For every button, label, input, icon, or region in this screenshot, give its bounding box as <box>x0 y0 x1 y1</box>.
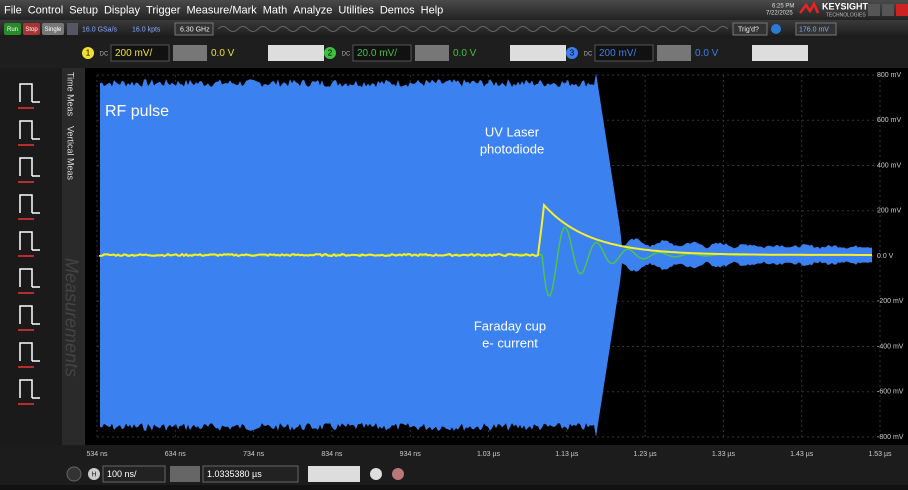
vertical-meas-tab[interactable]: Vertical Meas <box>66 126 76 181</box>
x-axis-label: 1.03 µs <box>477 451 501 458</box>
timebase-label: H <box>91 471 96 478</box>
x-axis-label: 1.23 µs <box>634 451 658 458</box>
y-axis-label: -800 mV <box>877 434 904 441</box>
memory-depth: 16.0 kpts <box>132 26 161 33</box>
y-axis-label: 0.0 V <box>877 253 894 260</box>
menu-item[interactable]: Demos <box>380 4 415 16</box>
channel-scale: 200 mV/ <box>115 48 152 59</box>
channel-coupling: DC <box>100 52 109 58</box>
x-axis-label: 934 ns <box>400 451 422 458</box>
annotation: RF pulse <box>105 103 169 120</box>
maximize-button[interactable] <box>882 4 894 16</box>
timebase-knob[interactable] <box>170 466 200 482</box>
minimize-button[interactable] <box>868 4 880 16</box>
x-axis-label: 834 ns <box>321 451 343 458</box>
position-nav[interactable] <box>308 466 360 482</box>
time-meas-tab[interactable]: Time Meas <box>66 72 76 117</box>
channel-knob[interactable] <box>657 45 691 61</box>
close-button[interactable] <box>896 4 908 16</box>
channel-nav[interactable] <box>510 45 566 61</box>
menu-item[interactable]: Display <box>104 4 141 16</box>
x-axis-label: 1.13 µs <box>555 451 579 458</box>
bandwidth: 6.30 GHz <box>180 26 210 33</box>
annotation: e- current <box>482 335 538 350</box>
side-tabs <box>62 68 85 445</box>
clock-time: 6:25 PM <box>772 4 794 10</box>
channel-number: 3 <box>570 49 575 58</box>
channel-number: 2 <box>328 49 333 58</box>
channel-knob[interactable] <box>415 45 449 61</box>
single-label: Single <box>45 27 62 33</box>
trigger-level: 176.0 mV <box>799 26 829 33</box>
x-axis-label: 534 ns <box>86 451 108 458</box>
channel-offset: 0.0 V <box>453 48 477 59</box>
screen: File Control Setup Display Trigger Measure/Ma… <box>0 0 908 485</box>
menu-item[interactable]: Analyze <box>293 4 332 16</box>
channel-coupling: DC <box>584 52 593 58</box>
menu-item[interactable]: Setup <box>69 4 98 16</box>
menu-item[interactable]: Utilities <box>338 4 374 16</box>
measurements-label: Measurements <box>61 258 81 377</box>
x-axis-label: 1.43 µs <box>790 451 814 458</box>
zoom-button[interactable] <box>370 468 382 480</box>
y-axis-label: 600 mV <box>877 117 901 124</box>
x-axis-label: 634 ns <box>165 451 187 458</box>
channel-nav[interactable] <box>752 45 808 61</box>
channel-number: 1 <box>86 49 91 58</box>
timebase-position: 1.0335380 µs <box>207 469 262 479</box>
annotation: UV Laser <box>485 124 540 139</box>
menu-item[interactable]: Math <box>263 4 287 16</box>
x-axis-label: 734 ns <box>243 451 265 458</box>
channel-offset: 0.0 V <box>211 48 235 59</box>
timebase-scale: 100 ns/ <box>107 469 137 479</box>
clock-date: 7/22/2025 <box>766 11 793 17</box>
brand: KEYSIGHT <box>822 1 869 11</box>
oscilloscope-app: File Control Setup Display Trigger Measure/Ma… <box>0 0 908 485</box>
channel-scale: 200 mV/ <box>599 48 636 59</box>
channel-knob[interactable] <box>173 45 207 61</box>
y-axis-label: -400 mV <box>877 343 904 350</box>
menu-item[interactable]: Trigger <box>146 4 181 16</box>
y-axis-label: -200 mV <box>877 298 904 305</box>
stop-label: Stop <box>25 27 38 33</box>
color-button[interactable] <box>392 468 404 480</box>
menu-item[interactable]: File <box>4 4 22 16</box>
menu-item[interactable]: Measure/Mark <box>186 4 257 16</box>
x-axis-label: 1.53 µs <box>868 451 892 458</box>
x-axis-label: 1.33 µs <box>712 451 736 458</box>
menu-item[interactable]: Help <box>421 4 444 16</box>
brand-sub: TECHNOLOGIES <box>826 12 866 18</box>
collapse-button[interactable] <box>67 467 81 481</box>
auto-button[interactable] <box>67 23 78 35</box>
channel-coupling: DC <box>342 52 351 58</box>
annotation: Faraday cup <box>474 318 546 333</box>
annotation: photodiode <box>480 141 544 156</box>
sample-rate: 16.0 GSa/s <box>82 26 118 33</box>
y-axis-label: 200 mV <box>877 208 901 215</box>
y-axis-label: -600 mV <box>877 389 904 396</box>
channel-offset: 0.0 V <box>695 48 719 59</box>
trigger-source[interactable] <box>771 24 781 34</box>
trigger-state: Trig'd? <box>738 26 759 33</box>
run-label: Run <box>7 27 18 33</box>
channel-nav[interactable] <box>268 45 324 61</box>
menu-item[interactable]: Control <box>28 4 63 16</box>
channel-scale: 20.0 mV/ <box>357 48 397 59</box>
y-axis-label: 400 mV <box>877 162 901 169</box>
y-axis-label: 800 mV <box>877 72 901 79</box>
